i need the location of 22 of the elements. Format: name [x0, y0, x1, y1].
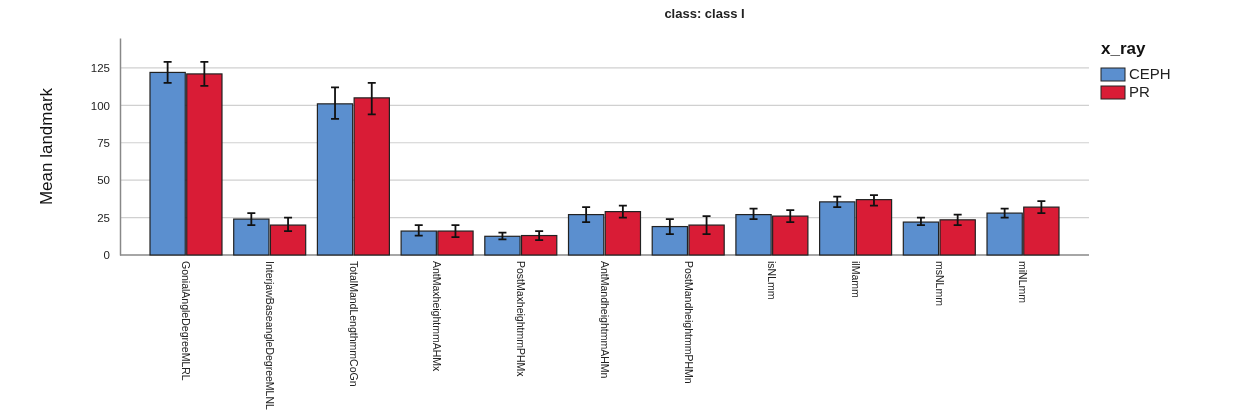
x-tick-label: PostMaxheightmmPHMx: [515, 261, 528, 378]
x-tick-label: PostMandheightmmPHMn: [682, 261, 695, 384]
x-tick-label: ilMamm: [849, 261, 862, 298]
x-tick-label: InterjawBaseangleDegreeMLNL: [264, 261, 277, 410]
x-tick-label: AntMaxheightmmAHMx: [431, 261, 444, 373]
y-tick-label: 25: [97, 211, 110, 224]
chart-title: class: class I: [664, 6, 745, 21]
y-tick-label: 50: [97, 174, 110, 187]
y-tick-label: 125: [90, 62, 110, 75]
y-tick-label: 100: [90, 99, 110, 112]
legend-label: CEPH: [1129, 65, 1171, 82]
x-tick-label: miNLmm: [1017, 261, 1030, 304]
legend-title: x_ray: [1101, 39, 1146, 58]
x-tick-label: AntMandheightmmAHMn: [598, 261, 611, 379]
y-axis-title: Mean landmark: [37, 87, 56, 206]
x-tick-label: TotalMandLengthmmCoGn: [347, 261, 360, 387]
x-tick-label: msNLmm: [933, 261, 946, 307]
legend-label: PR: [1129, 83, 1150, 100]
y-tick-label: 0: [103, 249, 110, 262]
x-tick-label: isNLmm: [766, 261, 779, 300]
x-tick-label: GonialAngleDegreeMLRL: [180, 261, 193, 381]
y-tick-label: 75: [97, 136, 110, 149]
